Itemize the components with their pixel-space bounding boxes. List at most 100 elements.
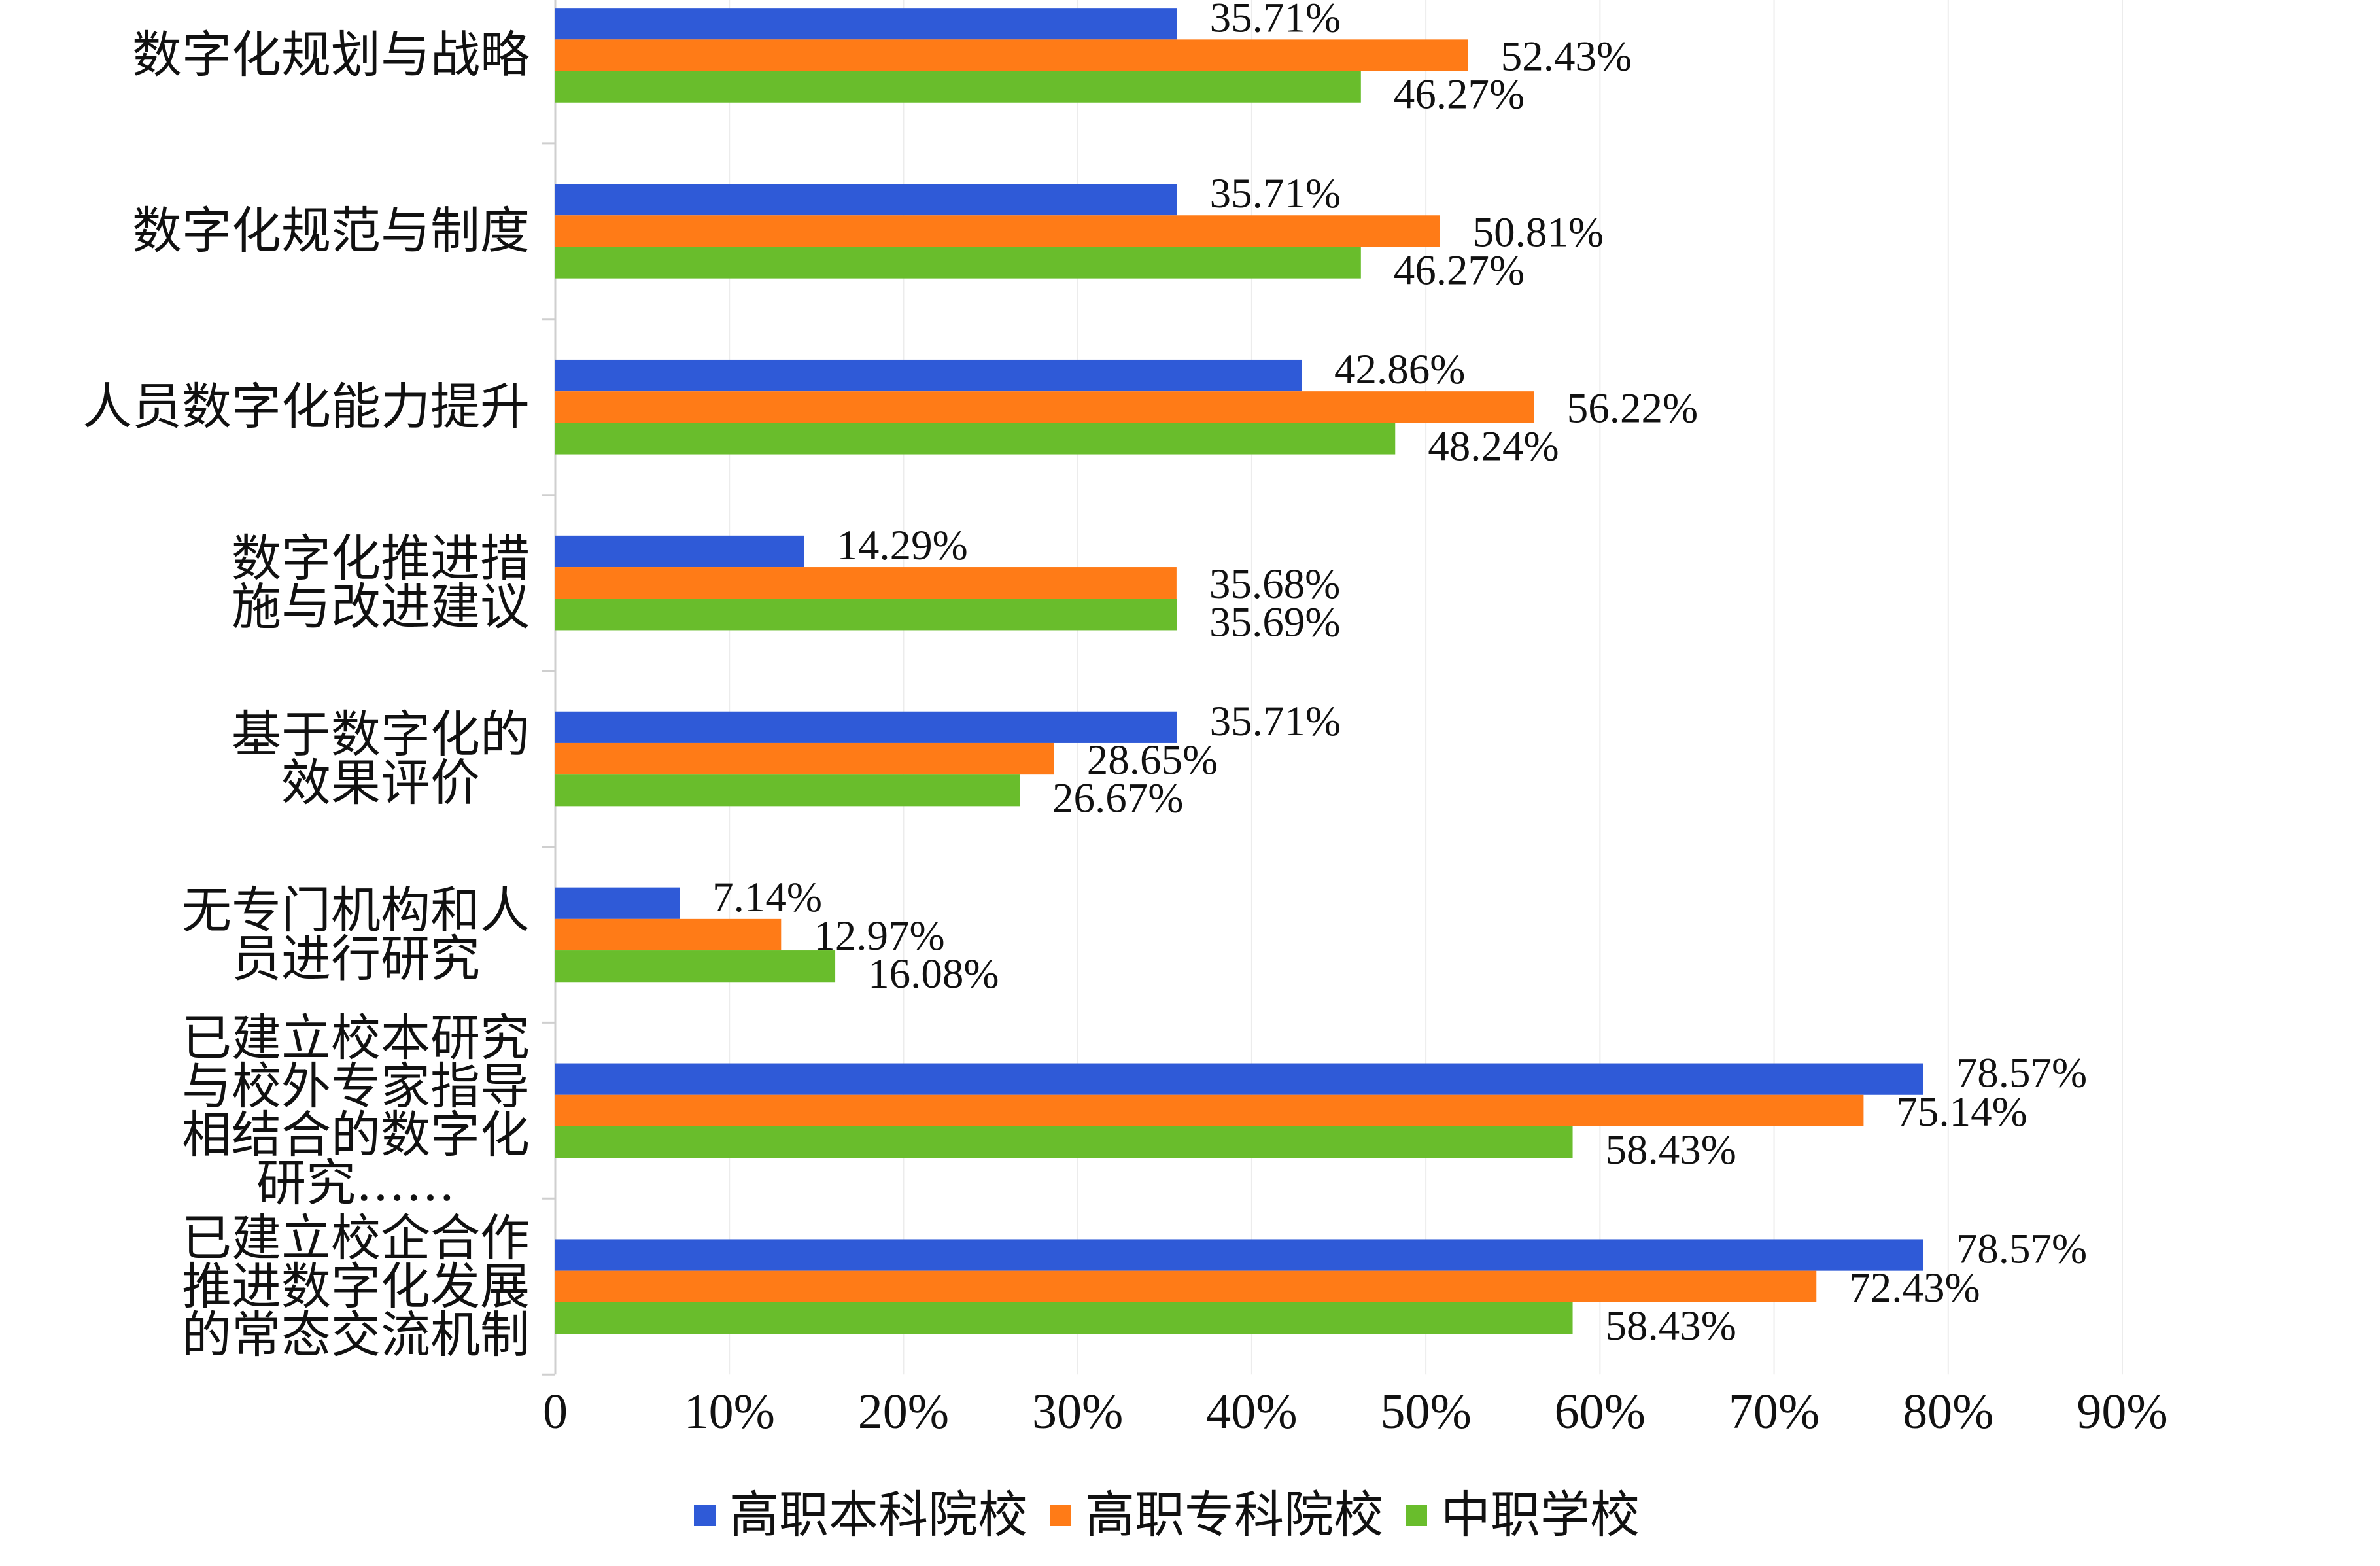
legend-swatch-green <box>1406 1504 1427 1526</box>
legend-swatch-blue <box>694 1504 716 1526</box>
data-label-unit: % <box>1701 1126 1736 1174</box>
data-label-value: 7.14 <box>712 874 787 921</box>
data-label: 48.24% <box>1428 423 1559 470</box>
data-label-unit: % <box>1305 0 1341 41</box>
bar <box>555 423 1396 455</box>
data-label-unit: % <box>1489 71 1525 118</box>
data-label-value: 52.43 <box>1501 33 1596 80</box>
data-label: 46.27% <box>1394 71 1525 118</box>
value-axis-tick-label: 90% <box>2077 1384 2167 1439</box>
data-label-value: 46.27 <box>1394 247 1489 294</box>
data-label-unit: % <box>1148 774 1183 822</box>
data-label-unit: % <box>963 950 999 998</box>
legend: 高职本科院校 高职专科院校 中职学校 <box>694 1490 1640 1540</box>
value-axis-tick-labels: 0 10% 20% 30% 40% 50% 60% 70% 80% 90% <box>543 1384 2168 1439</box>
value-axis-tick-label: 30% <box>1032 1384 1123 1439</box>
data-label-unit: % <box>1305 599 1340 646</box>
data-label-value: 12.97 <box>814 913 909 960</box>
data-label: 52.43% <box>1501 33 1632 80</box>
data-label-value: 72.43 <box>1849 1264 1944 1312</box>
legend-label: 高职本科院校 <box>729 1486 1027 1544</box>
data-label-value: 42.86 <box>1334 346 1430 393</box>
data-label-unit: % <box>1430 346 1465 393</box>
legend-label: 高职专科院校 <box>1085 1486 1383 1544</box>
category-axis <box>542 0 557 1376</box>
bar <box>555 711 1177 743</box>
data-label-unit: % <box>1701 1302 1736 1349</box>
data-label-value: 35.69 <box>1209 599 1305 646</box>
data-label-unit: % <box>1568 209 1604 256</box>
bar <box>555 391 1534 423</box>
bar <box>555 774 1020 807</box>
data-label-value: 56.22 <box>1567 385 1663 432</box>
data-label: 35.71% <box>1210 170 1341 217</box>
bar <box>555 71 1361 103</box>
bar <box>555 39 1468 71</box>
bar <box>555 535 804 568</box>
data-label: 56.22% <box>1567 385 1698 432</box>
value-axis-tick-label: 40% <box>1206 1384 1297 1439</box>
value-axis-tick-label: 70% <box>1729 1384 1819 1439</box>
data-label-unit: % <box>1305 561 1340 608</box>
data-label-unit: % <box>1305 698 1341 745</box>
bar <box>555 950 836 983</box>
value-axis-tick-label: 80% <box>1903 1384 1993 1439</box>
data-label-value: 35.71 <box>1210 170 1305 217</box>
data-label: 35.69% <box>1209 599 1340 646</box>
data-label-unit: % <box>2052 1050 2087 1097</box>
data-label: 16.08% <box>868 950 999 998</box>
data-label-unit: % <box>933 522 968 569</box>
bar <box>555 918 782 951</box>
data-label: 7.14% <box>712 874 822 921</box>
data-label: 35.68% <box>1209 561 1340 608</box>
value-axis-tick-label: 0 <box>543 1384 568 1439</box>
data-label: 50.81% <box>1473 209 1604 256</box>
bar <box>555 887 680 919</box>
data-label: 42.86% <box>1334 346 1465 393</box>
value-axis-tick-label: 10% <box>684 1384 775 1439</box>
data-label: 28.65% <box>1087 737 1218 784</box>
bar <box>555 1094 1864 1126</box>
legend-item-vocational-college: 高职专科院校 <box>1050 1490 1383 1540</box>
data-label: 58.43% <box>1606 1126 1736 1174</box>
value-axis-tick-label: 50% <box>1380 1384 1471 1439</box>
legend-swatch-orange <box>1050 1504 1071 1526</box>
bar <box>555 1239 1923 1271</box>
data-label-value: 46.27 <box>1394 71 1489 118</box>
data-label-value: 78.57 <box>1956 1050 2052 1097</box>
data-label-value: 75.14 <box>1896 1088 1992 1136</box>
bar <box>555 567 1177 599</box>
data-label: 78.57% <box>1956 1050 2087 1097</box>
bar <box>555 359 1302 392</box>
data-label-unit: % <box>1305 170 1341 217</box>
bar <box>555 599 1177 631</box>
data-label-value: 35.71 <box>1210 0 1305 41</box>
data-label-unit: % <box>1489 247 1525 294</box>
legend-item-secondary-vocational: 中职学校 <box>1406 1490 1640 1540</box>
data-label: 26.67% <box>1052 774 1183 822</box>
data-label-value: 28.65 <box>1087 737 1182 784</box>
bar <box>555 1302 1573 1334</box>
data-labels: 35.71%35.71%42.86%14.29%35.71%7.14%78.57… <box>712 0 2087 1349</box>
bar <box>555 1126 1573 1158</box>
bar <box>555 247 1361 279</box>
bars <box>555 8 1923 1334</box>
legend-item-vocational-undergraduate: 高职本科院校 <box>694 1490 1027 1540</box>
data-label-value: 35.71 <box>1210 698 1305 745</box>
data-label: 46.27% <box>1394 247 1525 294</box>
data-label: 58.43% <box>1606 1302 1736 1349</box>
data-label-value: 26.67 <box>1052 774 1148 822</box>
data-label-unit: % <box>910 913 945 960</box>
data-label-unit: % <box>1596 33 1632 80</box>
data-label: 35.71% <box>1210 0 1341 41</box>
value-axis-tick-label: 60% <box>1555 1384 1646 1439</box>
bar <box>555 742 1054 775</box>
data-label-value: 16.08 <box>868 950 963 998</box>
data-label-unit: % <box>1182 737 1218 784</box>
data-label-value: 78.57 <box>1956 1226 2052 1273</box>
legend-label: 中职学校 <box>1441 1486 1640 1544</box>
data-label-value: 58.43 <box>1606 1302 1701 1349</box>
data-label-value: 35.68 <box>1209 561 1305 608</box>
data-label-unit: % <box>787 874 822 921</box>
